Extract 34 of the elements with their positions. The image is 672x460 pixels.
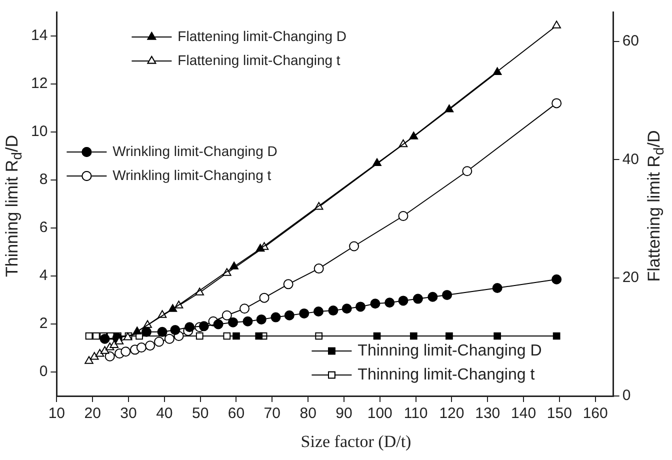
legend-label: Wrinkling limit-Changing t — [112, 166, 272, 183]
x-tick-label: 130 — [475, 405, 500, 422]
y2-tick-label: 60 — [622, 32, 640, 50]
x-tick-label: 20 — [84, 405, 101, 422]
y-tick-label: 12 — [30, 75, 48, 92]
y-tick-label: 8 — [39, 171, 48, 188]
y-tick-label: 0 — [39, 363, 48, 380]
x-tick-label: 140 — [511, 405, 536, 422]
x-tick-label: 120 — [439, 405, 464, 422]
x-tick-label: 30 — [120, 405, 137, 422]
x-tick-label: 100 — [367, 405, 392, 422]
x-tick-label: 150 — [546, 405, 572, 422]
legend-label: Wrinkling limit-Changing D — [112, 142, 278, 159]
legend-label: Thinning limit-Changing t — [358, 366, 536, 384]
x-tick-label: 40 — [156, 405, 173, 422]
y2-tick-label: 20 — [622, 268, 640, 286]
legend-label: Thinning limit-Changing D — [358, 342, 542, 360]
y-tick-label: 4 — [39, 267, 48, 284]
y-tick-label: 6 — [39, 219, 48, 236]
x-tick-label: 60 — [228, 405, 245, 422]
x-tick-label: 110 — [404, 405, 428, 422]
x-tick-label: 160 — [582, 405, 608, 422]
y2-tick-label: 0 — [622, 387, 631, 404]
y-tick-label: 2 — [39, 315, 48, 332]
x-axis-title: Size factor (D/t) — [300, 432, 412, 452]
x-tick-label: 80 — [300, 405, 316, 422]
y2-tick-label: 40 — [622, 150, 640, 168]
y-tick-label: 10 — [30, 123, 48, 140]
x-tick-label: 70 — [264, 405, 280, 422]
x-tick-label: 50 — [192, 405, 209, 422]
legend-label: Flattening limit-Changing t — [178, 52, 340, 68]
legend-label: Flattening limit-Changing D — [178, 28, 347, 44]
y-tick-label: 14 — [30, 27, 48, 44]
x-tick-label: 90 — [336, 405, 352, 422]
